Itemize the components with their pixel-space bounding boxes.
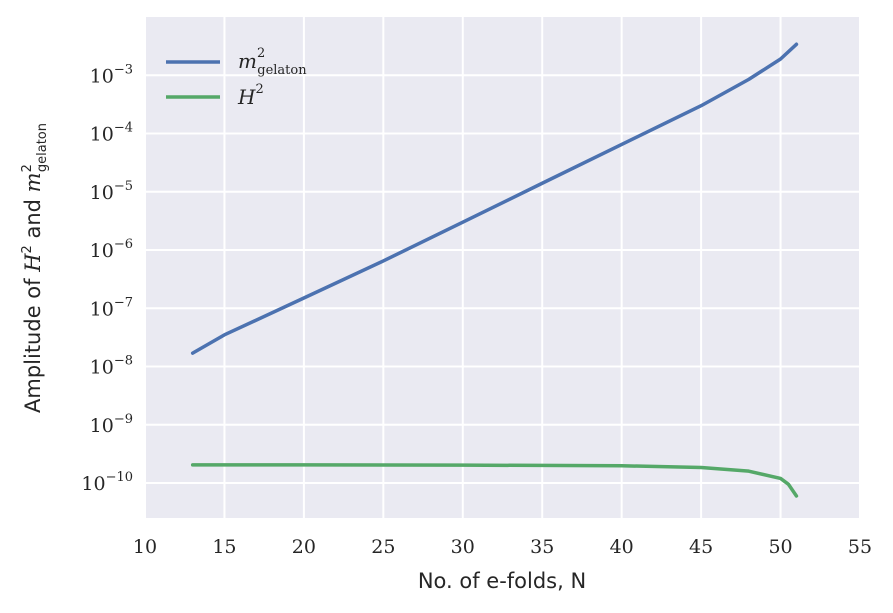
x-axis-ticks: 10 15 20 25 30 35 40 45 50 55 — [133, 536, 872, 558]
y-tick-label: 10−5 — [90, 179, 133, 204]
legend: m2 gelaton H2 — [166, 46, 307, 109]
x-tick-label: 30 — [451, 536, 475, 558]
x-tick-label: 10 — [133, 536, 157, 558]
series-group — [190, 42, 799, 498]
x-tick-label: 45 — [689, 536, 713, 558]
y-axis-ticks: 10−3 10−4 10−5 10−6 10−7 10−8 10−9 10−10 — [81, 62, 133, 495]
y-tick-label: 10−3 — [90, 62, 133, 87]
y-tick-label: 10−4 — [90, 121, 133, 146]
x-tick-label: 20 — [292, 536, 316, 558]
x-axis-title: No. of e-folds, N — [418, 569, 586, 593]
legend-label-m2: m2 gelaton — [238, 46, 307, 78]
x-tick-label: 50 — [768, 536, 792, 558]
x-tick-label: 40 — [610, 536, 634, 558]
y-tick-label: 10−9 — [90, 412, 133, 437]
y-tick-label: 10−6 — [90, 237, 133, 262]
legend-label-h2: H2 — [237, 82, 264, 109]
y-tick-label: 10−8 — [90, 354, 133, 379]
x-tick-label: 25 — [371, 536, 395, 558]
y-tick-label: 10−10 — [81, 470, 133, 495]
series-line-0 — [190, 42, 799, 355]
grid — [144, 17, 861, 518]
x-tick-label: 55 — [848, 536, 872, 558]
series-line-1 — [190, 463, 799, 498]
x-tick-label: 35 — [530, 536, 554, 558]
y-axis-title: Amplitude of H2 and m2gelaton — [20, 123, 50, 413]
x-tick-label: 15 — [212, 536, 236, 558]
plot-area — [145, 17, 860, 518]
y-tick-label: 10−7 — [90, 295, 133, 320]
